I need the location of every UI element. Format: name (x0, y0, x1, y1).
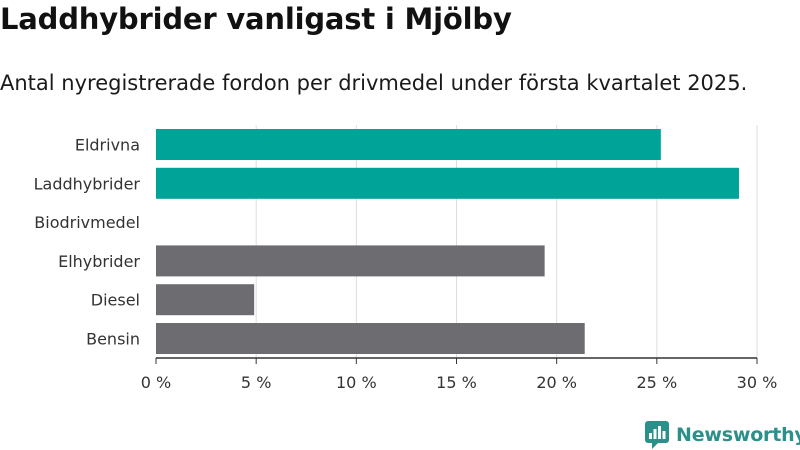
x-tick-label: 30 % (737, 373, 778, 392)
category-labels: Eldrivna Laddhybrider Biodrivmedel Elhybrid… (34, 136, 141, 349)
category-label: Diesel (91, 291, 140, 310)
category-label: Biodrivmedel (34, 213, 140, 232)
x-tick-label: 10 % (336, 373, 377, 392)
x-tick-label: 25 % (637, 373, 678, 392)
category-label: Eldrivna (75, 136, 140, 155)
chart-subtitle: Antal nyregistrerade fordon per drivmede… (0, 71, 748, 95)
brand-logo: Newsworthy (645, 420, 800, 450)
chart-title: Laddhybrider vanligast i Mjölby (0, 2, 512, 36)
bar (156, 167, 739, 199)
newsworthy-logo-icon (645, 421, 669, 449)
bars (156, 129, 739, 354)
bar (156, 245, 545, 277)
x-tick-label: 15 % (436, 373, 477, 392)
gridlines (255, 125, 758, 358)
bar (156, 323, 585, 354)
x-tick-label: 0 % (141, 373, 171, 392)
category-label: Bensin (86, 330, 140, 349)
category-label: Elhybrider (58, 252, 140, 271)
x-axis: 0 % 5 % 10 % 15 % 20 % 25 % 30 % (141, 357, 778, 392)
bar (156, 129, 661, 160)
category-label: Laddhybrider (34, 174, 141, 193)
x-tick-label: 5 % (241, 373, 271, 392)
x-tick-label: 20 % (536, 373, 577, 392)
brand-name: Newsworthy (676, 424, 800, 446)
bar (156, 284, 255, 316)
